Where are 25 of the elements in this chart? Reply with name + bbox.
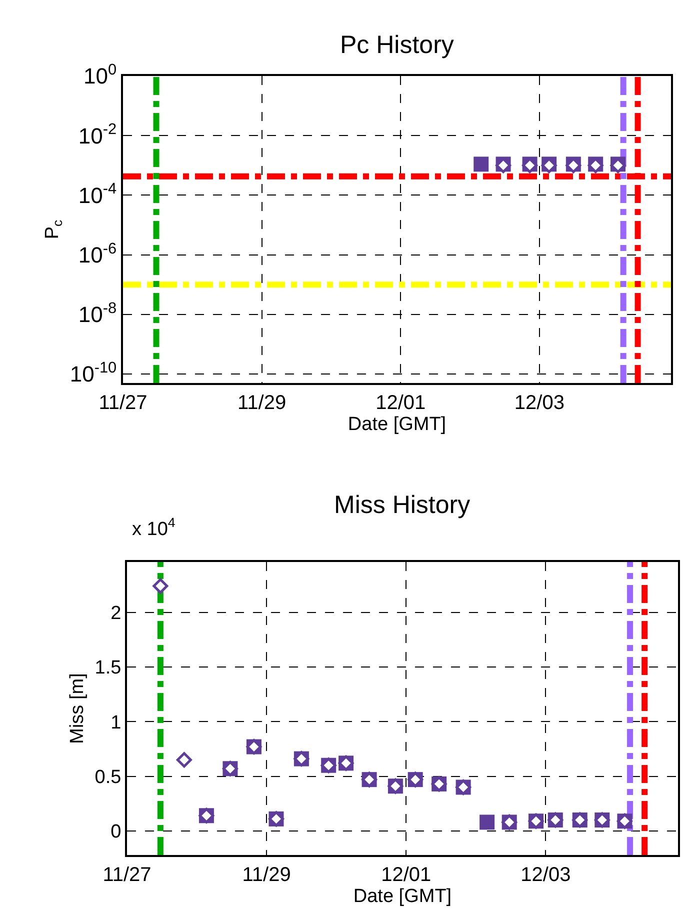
y-tick-label: 0 (110, 822, 122, 843)
y-tick-label: 10$^{-10}$ (70, 359, 117, 387)
x-tick-label: 12/01 (381, 864, 432, 886)
text: x 10$^{4}$ (132, 515, 176, 540)
x-tick-label: 12/03 (520, 864, 571, 886)
x-tick-label: 11/27 (102, 864, 152, 886)
y-axis-title: Miss [m] (67, 673, 88, 744)
y-tick-label: 1.5 (94, 658, 122, 679)
chart-title: Miss History (334, 491, 471, 519)
x-tick-label: 12/03 (514, 392, 564, 414)
chart-title: Pc History (340, 31, 454, 59)
y-tick-label: 10$^{-2}$ (78, 121, 117, 148)
x-axis-title: Date [GMT] (348, 414, 446, 435)
y-tick-label: 10$^{-4}$ (78, 180, 118, 208)
x-tick-label: 12/01 (376, 392, 426, 414)
y-tick-label: 1 (110, 712, 122, 734)
y-tick-label: 0.5 (94, 766, 122, 788)
x-tick-label: 11/27 (98, 392, 148, 414)
x-axis-title: Date [GMT] (353, 886, 452, 907)
x-tick-label: 11/29 (238, 392, 286, 414)
y-tick-label: 10$^{-6}$ (78, 240, 117, 268)
x-tick-label: 11/29 (242, 864, 291, 886)
y-tick-label: 2 (110, 602, 122, 624)
y-tick-label: 10$^{0}$ (84, 61, 117, 89)
y-tick-label: 10$^{-8}$ (78, 300, 117, 328)
